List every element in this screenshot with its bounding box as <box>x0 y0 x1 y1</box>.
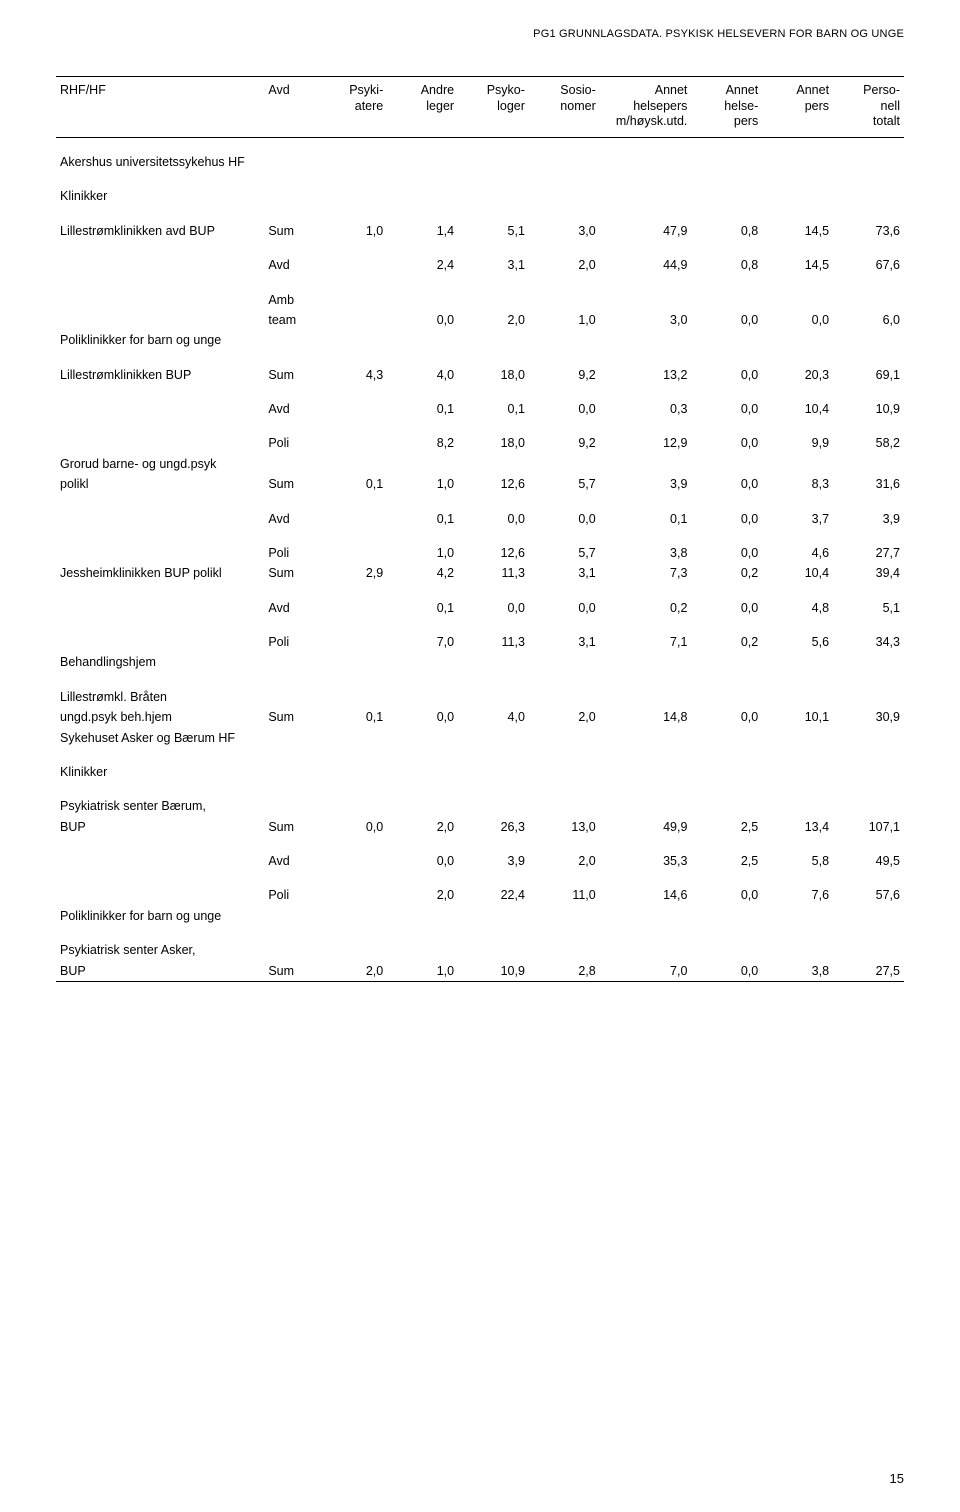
table-row: Avd 0,10,00,00,20,04,85,1 <box>56 598 904 618</box>
table-row: poliklSum 0,11,012,65,73,90,08,331,6 <box>56 474 904 494</box>
col-personell-totalt: Perso-nelltotalt <box>833 77 904 136</box>
table-row: Lillestrømkl. Bråten <box>56 687 904 707</box>
col-annet-helsepers-utd: Annethelsepersm/høysk.utd. <box>600 77 692 136</box>
col-sosionomer: Sosio-nomer <box>529 77 600 136</box>
table-row: Grorud barne- og ungd.psyk <box>56 454 904 474</box>
col-psykologer: Psyko-loger <box>458 77 529 136</box>
table-row: Psykiatrisk senter Asker, <box>56 940 904 960</box>
header-text: PG1 GRUNNLAGSDATA. PSYKISK HELSEVERN FOR… <box>533 28 904 40</box>
table-row: Jessheimklinikken BUP poliklSum 2,94,211… <box>56 563 904 583</box>
data-table: RHF/HF Avd Psyki-atere Andreleger Psyko-… <box>56 76 904 982</box>
table-row: Poli 2,022,411,014,60,07,657,6 <box>56 885 904 905</box>
section-sykehuset-asker-baerum: Sykehuset Asker og Bærum HF <box>56 727 904 747</box>
table-row: team 0,02,01,03,00,00,06,0 <box>56 310 904 330</box>
table-row: Poli 1,012,65,73,80,04,627,7 <box>56 543 904 563</box>
table-row: Avd 0,10,00,00,10,03,73,9 <box>56 508 904 528</box>
table-row: Amb <box>56 289 904 309</box>
table-row: Avd 2,43,12,044,90,814,567,6 <box>56 255 904 275</box>
table-row: Avd 0,03,92,035,32,55,849,5 <box>56 851 904 871</box>
section-poliklinikker: Poliklinikker for barn og unge <box>56 330 904 350</box>
header-row-1: RHF/HF Avd Psyki-atere Andreleger Psyko-… <box>56 77 904 136</box>
col-psykiatere: Psyki-atere <box>316 77 387 136</box>
section-klinikker-2: Klinikker <box>56 762 904 782</box>
table-row: Poli 7,011,33,17,10,25,634,3 <box>56 632 904 652</box>
col-rhf-hf: RHF/HF <box>56 77 264 136</box>
table-row: ungd.psyk beh.hjemSum 0,10,04,02,014,80,… <box>56 707 904 727</box>
table-row: Lillestrømklinikken BUPSum 4,34,018,09,2… <box>56 365 904 385</box>
col-annet-helsepers: Annethelse-pers <box>691 77 762 136</box>
table-row: Poli 8,218,09,212,90,09,958,2 <box>56 433 904 453</box>
table-row: Lillestrømklinikken avd BUP Sum 1,0 1,4 … <box>56 221 904 241</box>
table-row: Avd 0,10,10,00,30,010,410,9 <box>56 399 904 419</box>
section-klinikker: Klinikker <box>56 186 904 206</box>
section-akershus: Akershus universitetssykehus HF <box>56 152 904 172</box>
table-row: BUPSum 2,01,010,92,87,00,03,827,5 <box>56 960 904 981</box>
section-poliklinikker-2: Poliklinikker for barn og unge <box>56 906 904 926</box>
col-annet-pers: Annetpers <box>762 77 833 136</box>
section-behandlingshjem: Behandlingshjem <box>56 652 904 672</box>
col-andre-leger: Andreleger <box>387 77 458 136</box>
table-row: BUPSum 0,02,026,313,049,92,513,4107,1 <box>56 817 904 837</box>
page-number: 15 <box>890 1471 904 1486</box>
page-header: PG1 GRUNNLAGSDATA. PSYKISK HELSEVERN FOR… <box>56 28 904 40</box>
col-avd: Avd <box>264 77 316 136</box>
table-row: Psykiatrisk senter Bærum, <box>56 796 904 816</box>
